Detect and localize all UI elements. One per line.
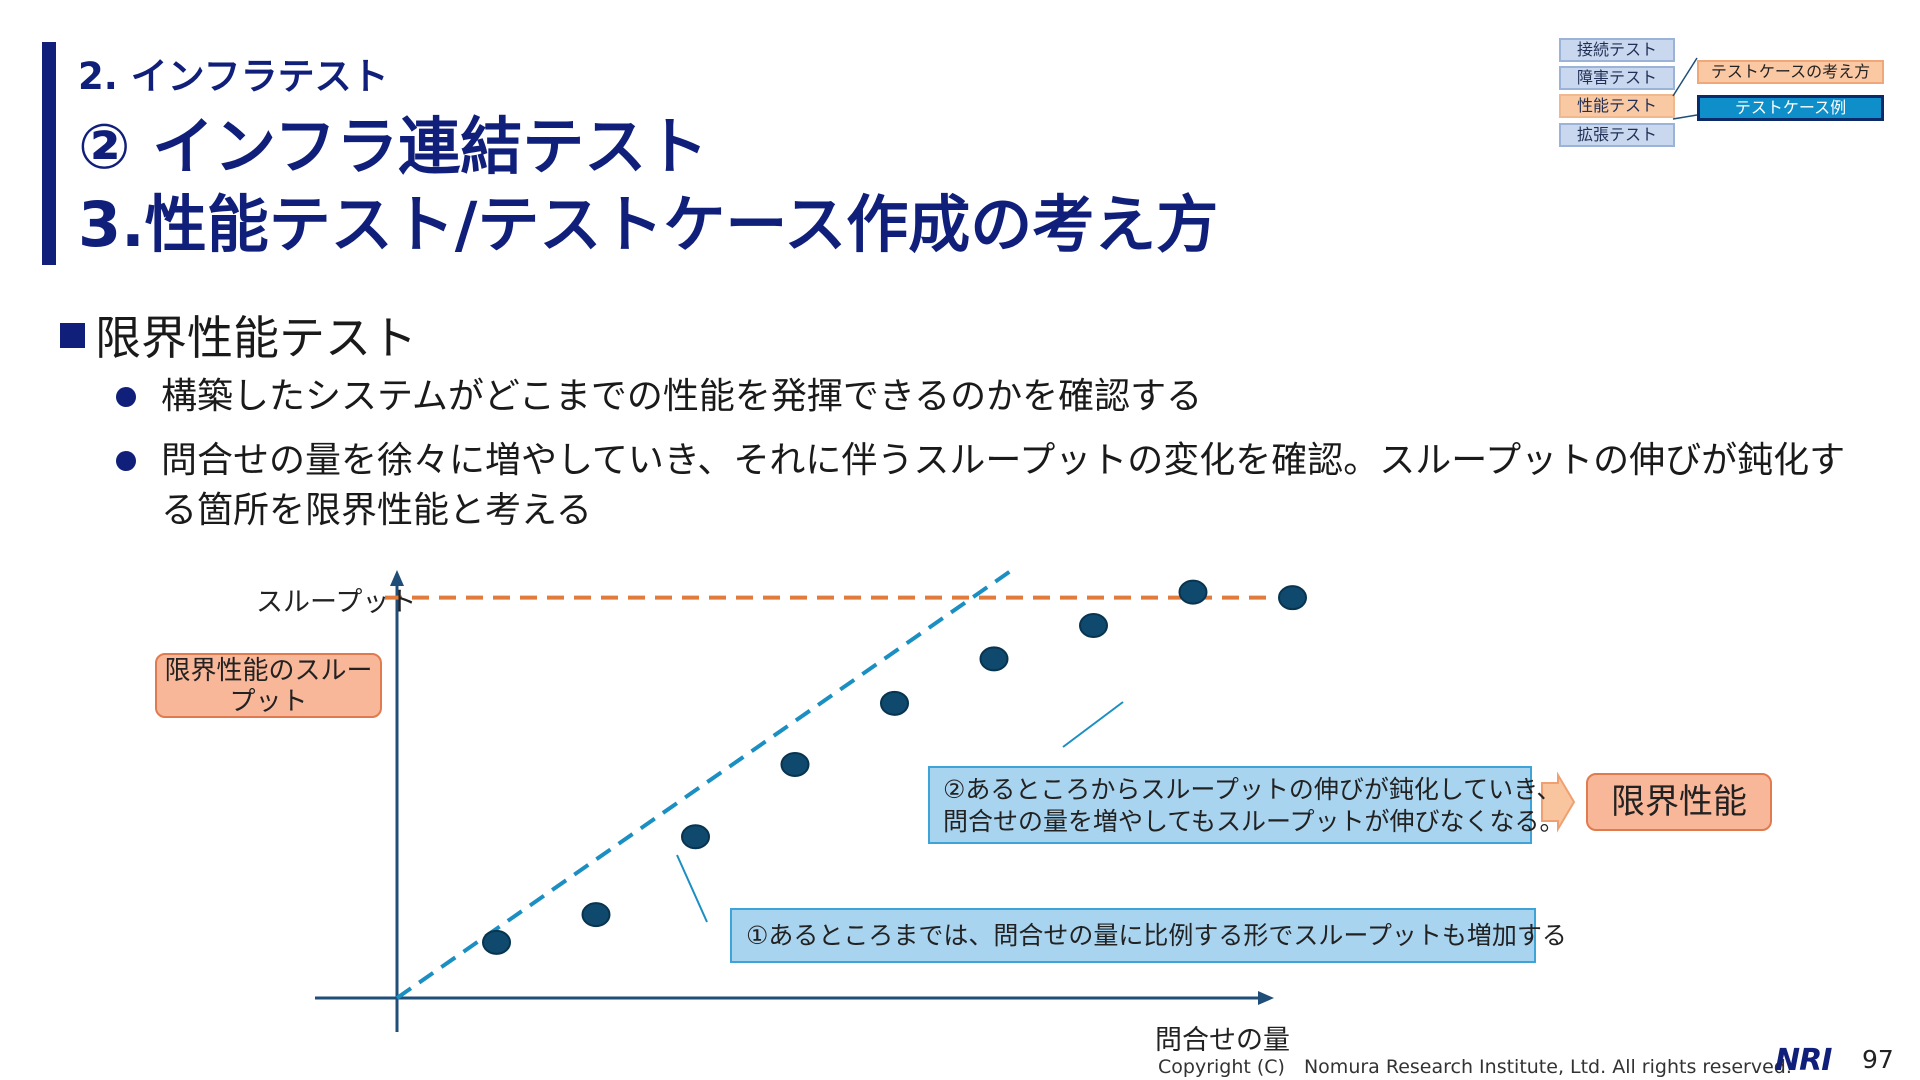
data-point-6 <box>979 646 1009 672</box>
data-point-4 <box>780 751 810 777</box>
data-point-1 <box>482 929 511 955</box>
nav-sub-example[interactable]: テストケース例 <box>1697 95 1884 121</box>
content-heading: 限界性能テスト <box>60 302 417 368</box>
annotation-callout-2: ②あるところからスループットの伸びが鈍化していき、 問合せの量を増やしてもスルー… <box>928 766 1565 844</box>
title-accent-bar <box>42 42 56 265</box>
page-number: 97 <box>1862 1045 1894 1074</box>
nav-item-performance[interactable]: 性能テスト <box>1559 94 1675 118</box>
page-title: ② インフラ連結テスト 3.性能テスト/テストケース作成の考え方 <box>78 108 1218 264</box>
page-title-line1: ② インフラ連結テスト <box>78 110 709 183</box>
annotation-2-leader <box>1062 701 1124 748</box>
bullet-text: 問合せの量を徐々に増やしていき、それに伴うスループットの変化を確認。スループット… <box>161 440 1846 531</box>
proportional-reference-line <box>395 568 1014 1000</box>
x-axis-label: 問合せの量 <box>1155 1025 1290 1056</box>
arrow-right-icon <box>1541 771 1576 833</box>
data-point-5 <box>880 690 909 716</box>
heading-square-icon <box>60 323 85 348</box>
nav-item-scaling[interactable]: 拡張テスト <box>1559 123 1675 147</box>
annotation-callout-1: ①あるところまでは、問合せの量に比例する形でスループットも増加する <box>730 908 1567 963</box>
copyright-text: Copyright (C) Nomura Research Institute,… <box>1158 1056 1792 1078</box>
limit-throughput-label: 限界性能のスループット <box>155 653 382 718</box>
annotation-1-leader <box>676 854 708 923</box>
x-axis-arrow <box>1258 991 1274 1005</box>
nav-item-failure[interactable]: 障害テスト <box>1559 66 1675 90</box>
data-point-7 <box>1079 612 1108 638</box>
y-axis-label: スループット <box>256 587 417 618</box>
heading-text: 限界性能テスト <box>95 311 417 365</box>
annotation-line: ②あるところからスループットの伸びが鈍化していき、 <box>943 775 1562 804</box>
data-point-2 <box>581 902 611 928</box>
limit-performance-label: 限界性能 <box>1586 773 1772 831</box>
bullet-text: 構築したシステムがどこまでの性能を発揮できるのかを確認する <box>161 376 1203 417</box>
y-axis-arrow <box>390 570 404 586</box>
nav-item-connect[interactable]: 接続テスト <box>1559 38 1675 62</box>
nri-logo: NRI <box>1775 1043 1832 1078</box>
bullet-dot-icon <box>116 387 136 407</box>
annotation-line: 問合せの量を増やしてもスループットが伸びなくなる。 <box>943 807 1565 836</box>
data-point-3 <box>681 824 710 850</box>
data-point-8 <box>1178 579 1208 605</box>
section-label: 2. インフラテスト <box>78 55 389 98</box>
page-title-line2: 3.性能テスト/テストケース作成の考え方 <box>78 188 1219 261</box>
bullet-dot-icon <box>116 451 136 471</box>
data-point-9 <box>1278 585 1307 611</box>
nav-sub-approach[interactable]: テストケースの考え方 <box>1697 60 1884 84</box>
